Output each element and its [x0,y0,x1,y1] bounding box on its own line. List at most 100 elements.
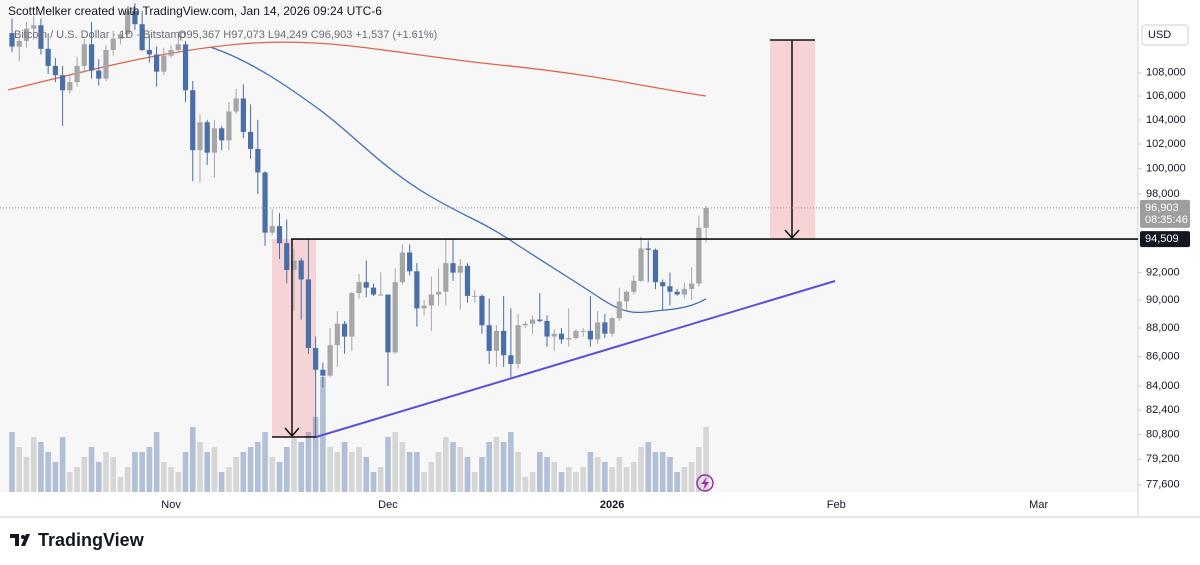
volume-bar [428,462,435,492]
volume-bar [479,457,485,492]
candle-layer [9,3,709,438]
candle-body [696,227,702,284]
volume-bar [312,417,319,492]
volume-bar [327,447,333,492]
candle-body [9,33,15,47]
volume-bar [110,457,117,492]
volume-bar [674,472,680,492]
candle-body [38,25,44,49]
volume-bar [182,452,189,492]
candle-body [182,44,189,91]
countdown: 08:35:46 [1145,214,1188,226]
volume-bar [500,442,507,492]
candle-body [428,294,434,306]
volume-bar [421,472,427,492]
volume-bar [23,457,30,492]
candle-body [117,34,124,39]
currency-box [1141,24,1189,46]
volume-bar [522,477,529,492]
candle-body [652,249,659,283]
volume-bar [385,437,391,492]
candle-body [45,48,51,66]
y-tick-label: 98,000 [1146,188,1180,200]
currency: USD [1148,29,1171,41]
volume-bar [602,462,608,492]
volume-bar [515,452,521,492]
candle-body [190,90,196,151]
volume-bar [406,452,413,492]
candle-body [233,98,239,112]
volume-bar [457,447,464,492]
plot-background [0,0,1138,492]
moving-average [209,46,707,314]
y-tick-label: 79,200 [1146,453,1180,465]
candle-body [197,122,203,151]
volume-layer [9,377,709,492]
candle-body [349,293,355,337]
candle-body [276,226,283,244]
volume-bar [95,462,102,492]
volume-bar [544,457,550,492]
x-tick-label: 2026 [600,499,624,511]
candle-body [392,282,398,353]
candle-body [110,38,116,50]
volume-bar [218,472,225,492]
volume-bar [291,437,297,492]
volume-bar [146,447,153,492]
volume-bar [370,472,377,492]
candle-body [609,318,615,334]
y-tick-label: 106,000 [1146,90,1186,102]
volume-bar [551,462,558,492]
candle-body [16,40,22,47]
candle-body [313,348,319,370]
x-tick-label: Dec [378,499,398,511]
candle-body [566,337,572,340]
y-tick-label: 80,800 [1146,428,1180,440]
volume-bar [45,452,51,492]
volume-bar [623,467,630,492]
candle-body [161,55,167,72]
y-tick-label: 100,000 [1146,163,1186,175]
candle-body [320,369,326,376]
volume-bar [247,447,254,492]
attribution: ScottMelker created with TradingView.com… [8,4,382,18]
volume-bar [659,452,666,492]
arrow-head [784,229,800,240]
candle-body [74,65,80,83]
price-line-label: 94,509 [1145,233,1179,245]
candle-body [421,305,427,309]
volume-bar [667,457,673,492]
candle-body [284,243,290,270]
candle-body [414,271,420,309]
logo-mark [21,535,25,539]
volume-bar [16,447,23,492]
candle-body [23,28,30,41]
y-tick-label: 84,000 [1146,380,1180,392]
volume-bar [558,472,565,492]
candle-body [544,320,550,337]
volume-bar [616,457,623,492]
volume-bar [435,452,442,492]
volume-bar [305,432,312,492]
volume-bar [88,447,95,492]
candle-body [529,319,536,324]
last-price-label: 96,903 [1145,202,1179,214]
candle-body [573,330,579,338]
candle-body [631,280,637,292]
candle-body [537,319,543,321]
candle-body [522,323,528,326]
candle-body [443,263,449,292]
volume-bar [124,467,131,492]
candle-body [464,265,471,296]
measure-arrows [272,39,815,438]
volume-bar [38,442,44,492]
y-tick-label: 77,600 [1146,479,1180,491]
candle-body [667,286,673,292]
candle-body [154,54,160,72]
candle-body [132,10,138,25]
volume-bar [240,452,247,492]
candle-body [60,75,66,91]
volume-bar [175,472,182,492]
candle-body [681,288,687,295]
y-tick-label: 82,400 [1146,404,1180,416]
